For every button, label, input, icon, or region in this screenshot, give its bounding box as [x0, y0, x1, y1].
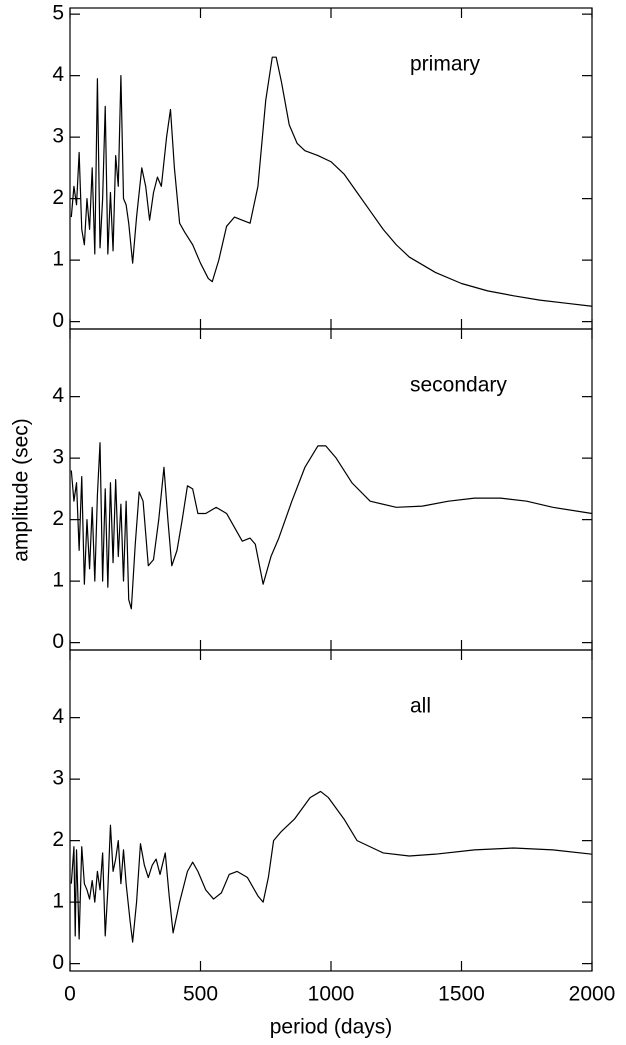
y-tick-label: 4 [52, 63, 64, 86]
y-tick-label: 0 [52, 951, 64, 974]
x-tick-label: 500 [183, 983, 218, 1006]
plot-frame [69, 7, 593, 330]
plot-frame [69, 328, 593, 651]
x-tick-label: 0 [64, 983, 76, 1006]
panel-label: primary [410, 53, 481, 76]
y-tick-label: 5 [52, 2, 64, 25]
y-tick-label: 3 [52, 446, 64, 469]
x-tick-label: 1000 [308, 983, 355, 1006]
panel-label: all [410, 695, 431, 718]
panel-label: secondary [410, 374, 507, 397]
y-tick-label: 0 [52, 309, 64, 332]
y-tick-label: 0 [52, 630, 64, 653]
x-tick-label: 1500 [438, 983, 485, 1006]
data-line [70, 56, 593, 307]
y-tick-label: 1 [52, 248, 64, 271]
y-tick-label: 2 [52, 186, 64, 209]
y-axis-label: amplitude (sec) [10, 418, 33, 562]
x-tick-label: 2000 [569, 983, 616, 1006]
y-tick-label: 3 [52, 125, 64, 148]
plot-frame [69, 649, 593, 972]
y-tick-label: 2 [52, 828, 64, 851]
x-axis-label: period (days) [270, 1016, 393, 1039]
data-line [70, 442, 593, 610]
data-line [70, 790, 593, 943]
y-tick-label: 1 [52, 890, 64, 913]
y-tick-label: 2 [52, 507, 64, 530]
y-tick-label: 3 [52, 767, 64, 790]
y-tick-label: 4 [52, 705, 64, 728]
y-tick-label: 4 [52, 384, 64, 407]
y-tick-label: 1 [52, 569, 64, 592]
